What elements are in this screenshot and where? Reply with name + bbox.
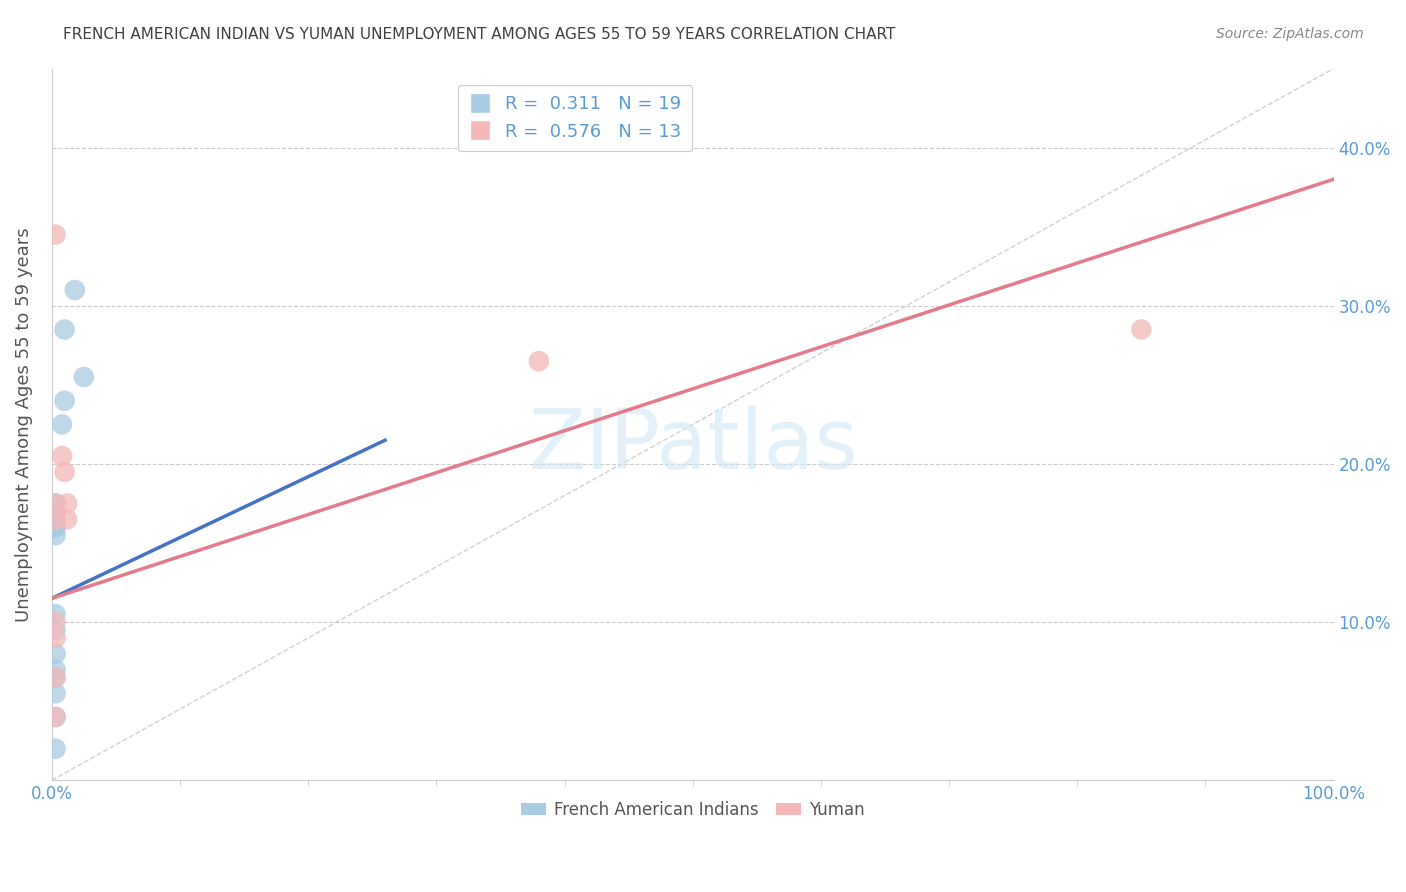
Point	[51, 449, 73, 463]
Point	[45, 227, 67, 242]
Point	[1130, 322, 1153, 336]
Text: ZIPatlas: ZIPatlas	[527, 405, 858, 486]
Point	[45, 671, 67, 685]
Point	[53, 465, 76, 479]
Point	[527, 354, 550, 368]
Point	[45, 504, 67, 518]
Point	[45, 631, 67, 645]
Point	[45, 528, 67, 542]
Point	[45, 607, 67, 622]
Point	[53, 322, 76, 336]
Point	[45, 623, 67, 637]
Point	[45, 710, 67, 724]
Legend: French American Indians, Yuman: French American Indians, Yuman	[515, 794, 872, 825]
Point	[53, 393, 76, 408]
Text: FRENCH AMERICAN INDIAN VS YUMAN UNEMPLOYMENT AMONG AGES 55 TO 59 YEARS CORRELATI: FRENCH AMERICAN INDIAN VS YUMAN UNEMPLOY…	[63, 27, 896, 42]
Point	[56, 512, 79, 526]
Point	[45, 496, 67, 510]
Point	[45, 512, 67, 526]
Point	[45, 663, 67, 677]
Point	[45, 686, 67, 700]
Point	[45, 512, 67, 526]
Text: Source: ZipAtlas.com: Source: ZipAtlas.com	[1216, 27, 1364, 41]
Point	[45, 710, 67, 724]
Point	[73, 370, 96, 384]
Point	[45, 520, 67, 534]
Point	[45, 615, 67, 629]
Point	[63, 283, 86, 297]
Point	[51, 417, 73, 432]
Point	[56, 496, 79, 510]
Point	[45, 741, 67, 756]
Point	[45, 647, 67, 661]
Point	[45, 496, 67, 510]
Y-axis label: Unemployment Among Ages 55 to 59 years: Unemployment Among Ages 55 to 59 years	[15, 227, 32, 622]
Point	[45, 520, 67, 534]
Point	[45, 671, 67, 685]
